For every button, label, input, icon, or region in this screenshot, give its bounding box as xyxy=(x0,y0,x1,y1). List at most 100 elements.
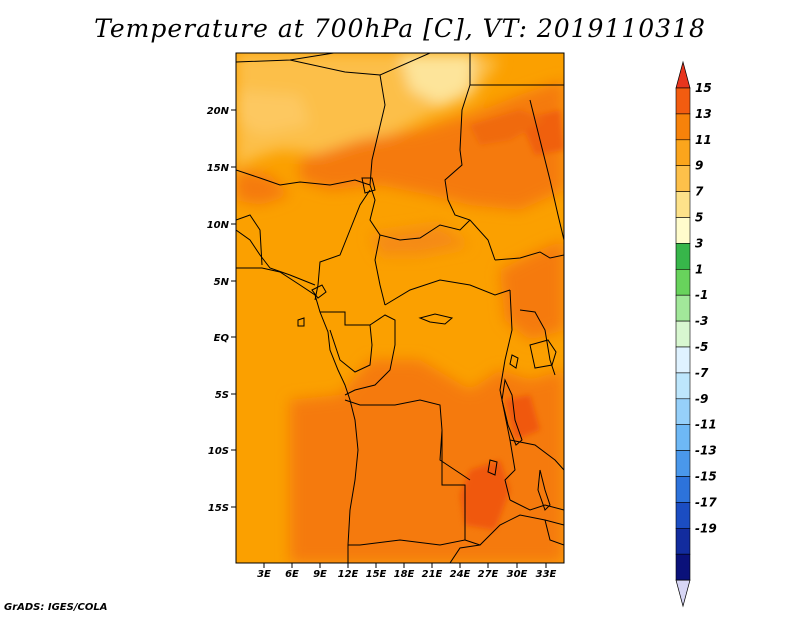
border-sudan-ethiopia xyxy=(529,99,564,241)
colorbar-swatch xyxy=(675,320,691,348)
longitude-axis: 3E 6E 9E 12E 15E 18E 21E 24E 27E 30E 33E xyxy=(257,563,557,580)
colorbar-swatch xyxy=(675,139,691,167)
colorbar-swatch xyxy=(675,502,691,529)
temperature-field xyxy=(236,53,564,563)
colorbar-swatch xyxy=(675,476,691,503)
lon-label: 9E xyxy=(313,569,327,580)
colorbar-label: 11 xyxy=(695,133,712,147)
lat-label: 5N xyxy=(214,277,230,288)
colorbar-swatch xyxy=(675,217,691,244)
border-gabon xyxy=(320,311,373,373)
border-nigeria-west xyxy=(236,229,316,286)
lake-kivu xyxy=(509,354,519,369)
colorbar-swatch xyxy=(675,398,691,425)
colorbar-label: 5 xyxy=(695,211,703,225)
colorbar-swatch xyxy=(675,243,691,270)
colorbar-swatch xyxy=(675,87,691,115)
colorbar-label: -17 xyxy=(695,495,717,509)
colorbar-label: 9 xyxy=(695,159,703,173)
colorbar-swatch xyxy=(675,553,691,581)
colorbar-top-arrow xyxy=(675,60,691,89)
colorbar-label: 15 xyxy=(695,81,712,95)
colorbar-label: -15 xyxy=(695,470,717,484)
border-south-sudan xyxy=(494,251,564,261)
latitude-axis: 20N 15N 10N 5N EQ 5S 10S 15S xyxy=(207,106,236,514)
border-angola-zambia xyxy=(348,430,466,546)
colorbar-swatch xyxy=(675,527,691,555)
field-hot-north-band xyxy=(470,110,545,145)
border-drc-east xyxy=(499,289,516,501)
border-drc-angola xyxy=(344,399,471,481)
colorbar-label: 7 xyxy=(695,185,704,199)
colorbar-swatch xyxy=(675,346,691,374)
lat-label: 10N xyxy=(207,220,230,231)
colorbar: 15 13 11 9 7 5 3 1 -1 -3 -5 -7 -9 -11 -13 -15 -17 -19 xyxy=(675,60,717,608)
border-congo xyxy=(344,314,396,396)
lon-label: 15E xyxy=(366,569,387,580)
border-tanzania xyxy=(509,439,564,471)
colorbar-label: -13 xyxy=(695,444,717,458)
lake-tanganyika xyxy=(501,378,523,446)
border-mozambique xyxy=(544,519,564,546)
grads-credit: GrADS: IGES/COLA xyxy=(4,602,108,613)
lat-label: 20N xyxy=(207,106,230,117)
colorbar-swatch xyxy=(675,113,691,141)
colorbar-swatch xyxy=(675,424,691,451)
map-frame xyxy=(235,52,565,564)
country-borders xyxy=(236,53,564,563)
lon-label: 24E xyxy=(450,569,471,580)
lat-label: EQ xyxy=(214,333,230,344)
lat-label: 5S xyxy=(215,390,229,401)
field-warm-east xyxy=(500,240,564,340)
colorbar-label: -9 xyxy=(695,392,708,406)
lat-label: 15S xyxy=(208,503,229,514)
lon-label: 3E xyxy=(257,569,271,580)
field-hot-south xyxy=(460,460,510,530)
lat-label: 15N xyxy=(207,163,230,174)
colorbar-label: 13 xyxy=(695,107,712,121)
colorbar-bottom-arrow xyxy=(675,579,691,608)
border-niger-nigeria xyxy=(236,169,371,186)
colorbar-swatch xyxy=(675,294,691,322)
field-coolest-north xyxy=(400,53,475,105)
island-sao-tome xyxy=(297,317,305,327)
lat-label: 10S xyxy=(208,446,229,457)
border-zambia-malawi xyxy=(509,499,564,511)
field-warm-west xyxy=(236,170,290,205)
coastline-west-africa xyxy=(236,267,359,546)
border-chad-car xyxy=(369,184,471,241)
border-algeria-niger xyxy=(289,59,386,186)
colorbar-label: 1 xyxy=(695,262,703,276)
border-benin-togo xyxy=(236,214,263,266)
border-zambia-zimbabwe xyxy=(464,514,564,546)
colorbar-label: -7 xyxy=(695,366,709,380)
colorbar-label: 3 xyxy=(695,236,703,250)
lon-label: 18E xyxy=(394,569,415,580)
colorbar-label: -1 xyxy=(695,288,708,302)
border-bottom-south xyxy=(449,544,481,563)
lake-malawi xyxy=(537,469,551,511)
field-warm-central xyxy=(370,225,470,255)
colorbar-swatch xyxy=(675,268,691,296)
border-chad-sudan xyxy=(444,84,496,261)
colorbar-swatch xyxy=(675,450,691,477)
colorbar-label: -5 xyxy=(695,340,708,354)
lon-label: 6E xyxy=(285,569,299,580)
colorbar-label: -3 xyxy=(695,314,708,328)
lon-label: 12E xyxy=(338,569,359,580)
border-libya-chad xyxy=(379,53,431,76)
colorbar-label: -19 xyxy=(695,521,717,535)
lake-congo-basin xyxy=(418,313,454,325)
colorbar-label: -11 xyxy=(695,418,717,432)
border-nigeria-cameroon xyxy=(314,189,371,301)
lake-victoria xyxy=(529,339,557,369)
border-car-cameroon xyxy=(374,234,386,306)
lake-mweru xyxy=(487,459,498,476)
border-libya-sudan xyxy=(469,53,564,86)
chart-title: Temperature at 700hPa [C], VT: 201911031… xyxy=(94,14,706,43)
lon-label: 30E xyxy=(507,569,528,580)
border-car-drc xyxy=(384,279,511,306)
lon-label: 21E xyxy=(422,569,443,580)
lon-label: 33E xyxy=(536,569,557,580)
